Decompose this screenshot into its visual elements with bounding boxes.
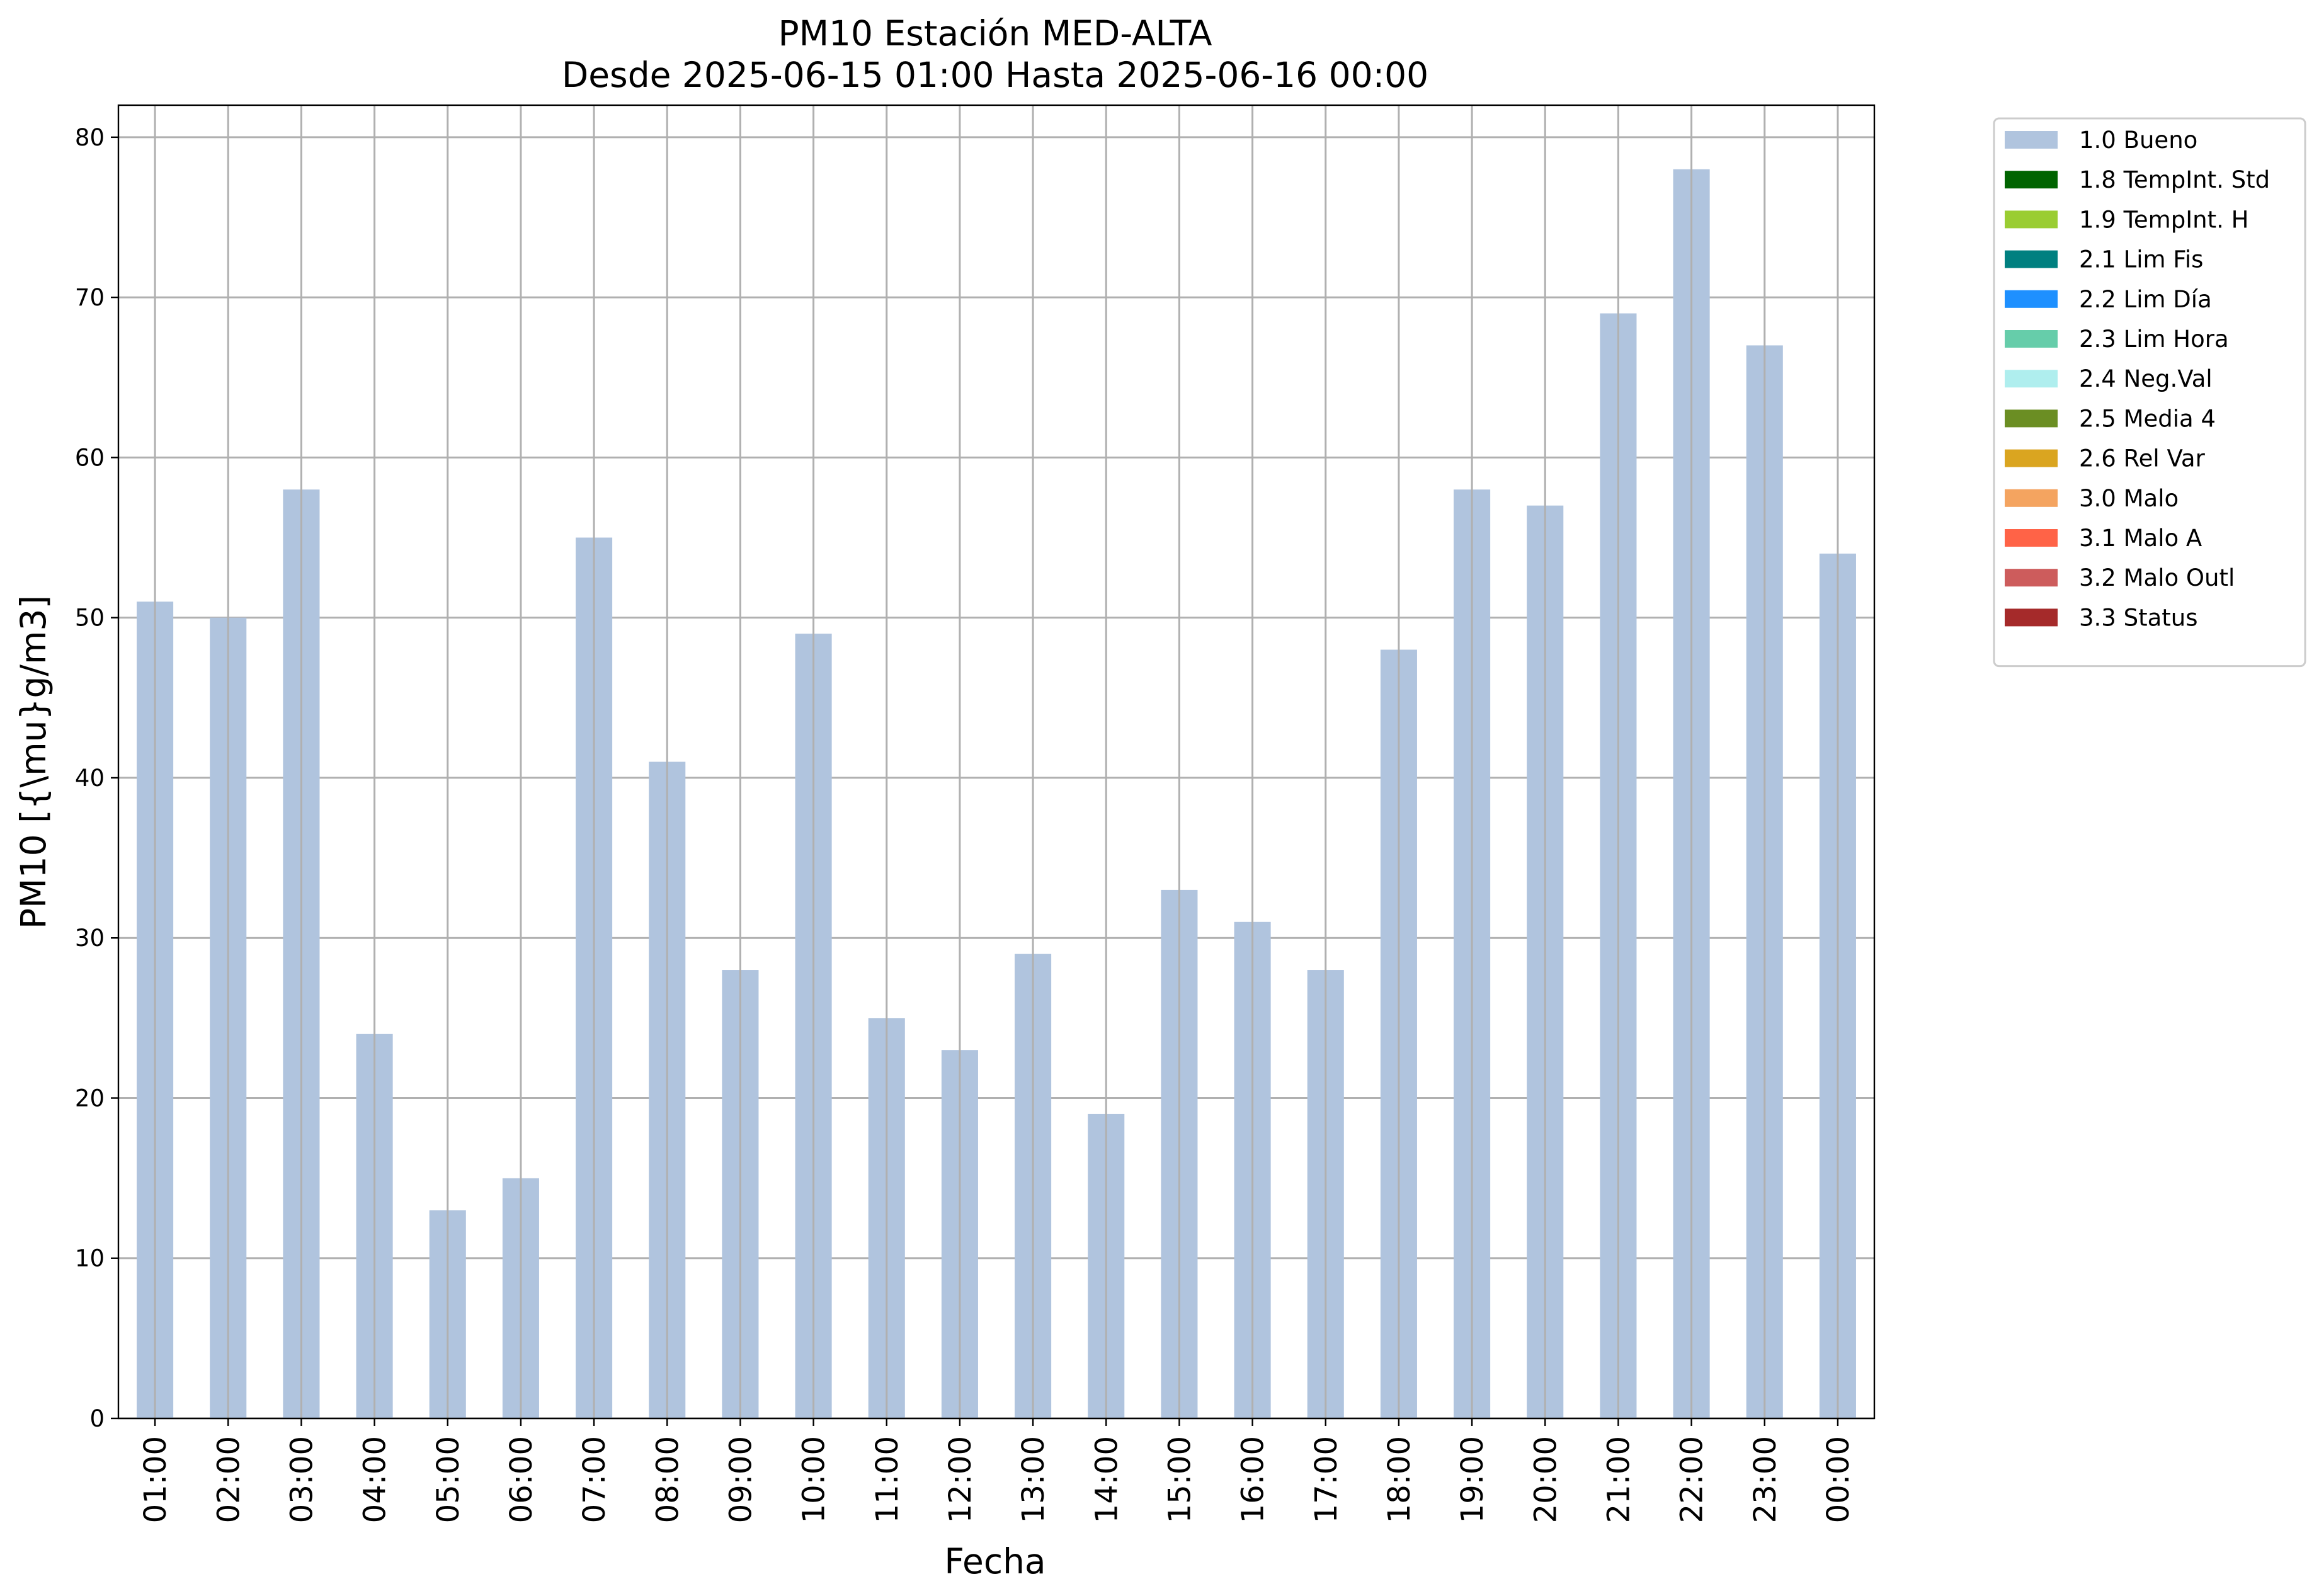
y-tick-label: 50 bbox=[75, 605, 105, 632]
legend-swatch bbox=[2005, 370, 2058, 388]
x-tick-label: 03:00 bbox=[284, 1436, 319, 1523]
grid bbox=[118, 136, 1874, 1420]
chart-title: PM10 Estación MED-ALTA bbox=[778, 13, 1212, 54]
y-tick-label: 10 bbox=[75, 1245, 105, 1272]
y-tick-label: 20 bbox=[75, 1085, 105, 1112]
x-tick-label: 23:00 bbox=[1748, 1436, 1783, 1523]
x-tick-label: 10:00 bbox=[797, 1436, 832, 1523]
x-tick-label: 00:00 bbox=[1821, 1436, 1856, 1523]
legend-label: 3.0 Malo bbox=[2079, 485, 2179, 512]
legend-label: 2.6 Rel Var bbox=[2079, 445, 2206, 472]
x-tick-label: 13:00 bbox=[1016, 1436, 1051, 1523]
x-tick-label: 09:00 bbox=[723, 1436, 758, 1523]
vertical-grid bbox=[154, 105, 1839, 1418]
legend-swatch bbox=[2005, 131, 2058, 149]
legend-swatch bbox=[2005, 449, 2058, 467]
x-axis-label: Fecha bbox=[944, 1541, 1046, 1582]
legend-label: 2.2 Lim Día bbox=[2079, 286, 2212, 313]
x-axis: 01:00 02:00 03:00 04:00 05:00 06:00 07:00 08:00… bbox=[138, 1418, 1856, 1523]
x-tick-label: 12:00 bbox=[943, 1436, 978, 1523]
y-tick-label: 80 bbox=[75, 124, 105, 151]
x-tick-label: 07:00 bbox=[577, 1436, 612, 1523]
x-tick-label: 04:00 bbox=[358, 1436, 393, 1523]
legend: 1.0 Bueno 1.8 TempInt. Std 1.9 TempInt. H 2… bbox=[1993, 117, 2306, 668]
x-tick-label: 17:00 bbox=[1309, 1436, 1344, 1523]
x-tick-label: 16:00 bbox=[1236, 1436, 1271, 1523]
bars bbox=[137, 169, 1856, 1419]
legend-label: 3.1 Malo A bbox=[2079, 525, 2202, 552]
x-tick-label: 06:00 bbox=[504, 1436, 539, 1523]
x-tick-label: 11:00 bbox=[870, 1436, 905, 1523]
x-tick-label: 14:00 bbox=[1089, 1436, 1124, 1523]
legend-swatch bbox=[2005, 210, 2058, 229]
y-tick-label: 0 bbox=[89, 1405, 105, 1432]
y-axis-label: PM10 [{\mu}g/m3] bbox=[13, 595, 54, 929]
x-tick-label: 20:00 bbox=[1528, 1436, 1563, 1523]
legend-swatch bbox=[2005, 608, 2058, 627]
plot-frame bbox=[117, 104, 1876, 1420]
legend-label: 1.9 TempInt. H bbox=[2079, 206, 2248, 233]
legend-box bbox=[1993, 117, 2306, 668]
legend-label: 3.3 Status bbox=[2079, 604, 2198, 631]
chart-subtitle: Desde 2025-06-15 01:00 Hasta 2025-06-16 … bbox=[562, 55, 1428, 95]
x-tick-label: 21:00 bbox=[1601, 1436, 1636, 1523]
y-tick-label: 40 bbox=[75, 765, 105, 792]
x-tick-label: 15:00 bbox=[1162, 1436, 1197, 1523]
legend-label: 3.2 Malo Outl bbox=[2079, 564, 2235, 591]
x-tick-label: 22:00 bbox=[1675, 1436, 1710, 1523]
x-tick-label: 01:00 bbox=[138, 1436, 173, 1523]
legend-label: 1.0 Bueno bbox=[2079, 127, 2197, 154]
legend-swatch bbox=[2005, 250, 2058, 268]
x-tick-label: 19:00 bbox=[1455, 1436, 1490, 1523]
legend-swatch bbox=[2005, 529, 2058, 547]
x-tick-label: 08:00 bbox=[650, 1436, 685, 1523]
legend-swatch bbox=[2005, 290, 2058, 308]
legend-swatch bbox=[2005, 409, 2058, 428]
y-axis: 0 10 20 30 40 50 60 70 80 bbox=[75, 124, 118, 1432]
y-tick-label: 30 bbox=[75, 925, 105, 952]
legend-label: 2.1 Lim Fis bbox=[2079, 246, 2203, 273]
legend-label: 2.3 Lim Hora bbox=[2079, 326, 2229, 353]
x-tick-label: 18:00 bbox=[1382, 1436, 1417, 1523]
y-tick-label: 60 bbox=[75, 444, 105, 471]
x-tick-label: 05:00 bbox=[431, 1436, 466, 1523]
legend-swatch bbox=[2005, 489, 2058, 507]
legend-swatch bbox=[2005, 330, 2058, 348]
legend-swatch bbox=[2005, 171, 2058, 189]
legend-label: 2.5 Media 4 bbox=[2079, 405, 2216, 432]
legend-label: 1.8 TempInt. Std bbox=[2079, 166, 2270, 193]
legend-label: 2.4 Neg.Val bbox=[2079, 365, 2213, 392]
legend-swatch bbox=[2005, 569, 2058, 587]
x-tick-label: 02:00 bbox=[211, 1436, 246, 1523]
y-tick-label: 70 bbox=[75, 284, 105, 311]
